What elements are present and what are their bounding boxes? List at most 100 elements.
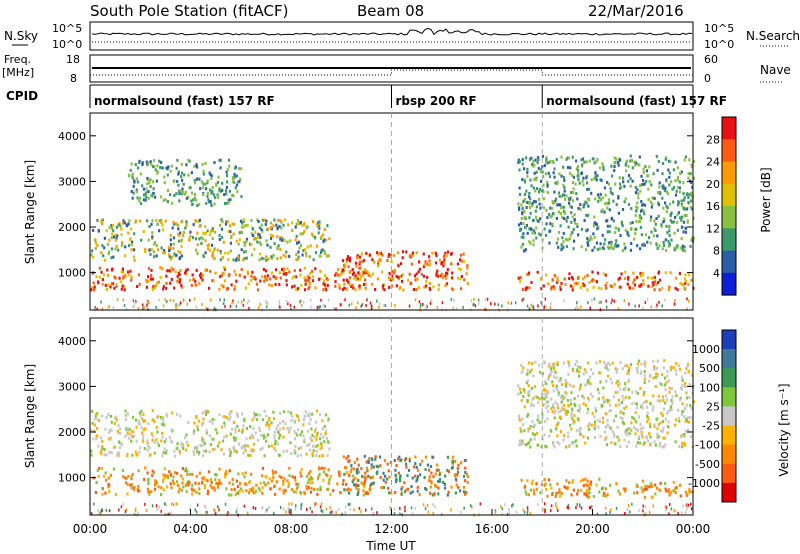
- echo-cell: [325, 436, 328, 440]
- echo-cell: [675, 189, 678, 193]
- echo-cell: [176, 179, 179, 183]
- echo-cell: [223, 435, 226, 439]
- echo-cell: [249, 425, 252, 429]
- echo-cell: [363, 485, 366, 489]
- echo-cell: [622, 398, 625, 402]
- noise-cell: [588, 506, 591, 510]
- echo-cell: [388, 491, 391, 495]
- echo-cell: [186, 469, 189, 473]
- echo-cell: [151, 474, 154, 478]
- echo-cell: [558, 172, 561, 176]
- echo-cell: [606, 361, 610, 365]
- echo-cell: [230, 283, 233, 287]
- echo-cell: [189, 278, 192, 282]
- echo-cell: [202, 255, 205, 259]
- echo-cell: [582, 282, 585, 286]
- echo-cell: [665, 156, 668, 160]
- echo-cell: [218, 233, 221, 237]
- echo-cell: [573, 420, 576, 424]
- y-tick-label: 1000: [58, 267, 86, 280]
- echo-cell: [630, 158, 633, 162]
- echo-cell: [118, 276, 121, 280]
- echo-cell: [517, 202, 520, 206]
- echo-cell: [526, 231, 529, 235]
- echo-cell: [636, 276, 639, 279]
- noise-cell: [372, 512, 375, 515]
- echo-cell: [360, 481, 363, 485]
- noise-cell: [425, 306, 427, 310]
- echo-cell: [253, 247, 256, 251]
- echo-cell: [620, 220, 623, 224]
- echo-cell: [100, 219, 103, 223]
- echo-cell: [572, 442, 575, 446]
- echo-cell: [127, 273, 130, 277]
- echo-cell: [576, 224, 579, 228]
- echo-cell: [146, 176, 149, 180]
- echo-cell: [570, 402, 573, 406]
- echo-cell: [563, 395, 566, 399]
- echo-cell: [293, 275, 296, 278]
- echo-cell: [282, 488, 285, 492]
- echo-cell: [677, 364, 680, 368]
- noise-cell: [426, 304, 428, 308]
- echo-cell: [533, 492, 536, 496]
- noise-cell: [378, 302, 381, 306]
- echo-cell: [166, 200, 169, 204]
- echo-cell: [394, 468, 397, 472]
- echo-cell: [294, 479, 297, 483]
- echo-cell: [172, 475, 175, 479]
- echo-cell: [640, 174, 643, 178]
- echo-cell: [636, 391, 639, 395]
- noise-cell: [673, 509, 675, 513]
- echo-cell: [621, 224, 624, 228]
- echo-cell: [246, 444, 249, 448]
- echo-cell: [165, 438, 168, 441]
- echo-cell: [634, 411, 637, 415]
- echo-cell: [357, 463, 360, 467]
- echo-cell: [661, 373, 664, 377]
- echo-cell: [460, 275, 463, 278]
- echo-cell: [213, 417, 216, 421]
- echo-cell: [170, 257, 173, 261]
- echo-cell: [97, 444, 100, 448]
- noise-cell: [615, 507, 618, 510]
- echo-cell: [320, 249, 323, 253]
- echo-cell: [609, 409, 612, 413]
- echo-cell: [355, 486, 358, 490]
- echo-cell: [308, 414, 311, 418]
- echo-cell: [190, 199, 193, 203]
- echo-cell: [180, 284, 183, 288]
- echo-cell: [454, 477, 457, 481]
- echo-cell: [91, 409, 94, 413]
- echo-cell: [297, 447, 301, 451]
- echo-cell: [574, 439, 577, 443]
- echo-cell: [388, 475, 391, 479]
- echo-cell: [189, 234, 192, 238]
- echo-cell: [668, 386, 671, 390]
- noise-cell: [132, 305, 134, 309]
- echo-cell: [552, 389, 555, 393]
- echo-cell: [537, 190, 541, 194]
- echo-cell: [119, 225, 122, 229]
- echo-cell: [272, 475, 275, 479]
- echo-cell: [636, 244, 639, 248]
- echo-cell: [668, 242, 671, 246]
- echo-cell: [147, 238, 150, 242]
- echo-cell: [690, 238, 693, 242]
- echo-cell: [685, 391, 688, 395]
- echo-cell: [203, 486, 206, 489]
- echo-cell: [653, 227, 656, 231]
- echo-cell: [460, 461, 463, 465]
- echo-cell: [340, 271, 343, 275]
- noise-cell: [118, 508, 120, 512]
- echo-cell: [348, 283, 351, 287]
- echo-cell: [188, 238, 191, 242]
- echo-cell: [552, 365, 555, 369]
- echo-cell: [649, 425, 652, 429]
- echo-cell: [128, 238, 131, 242]
- echo-cell: [405, 488, 408, 492]
- echo-cell: [136, 180, 139, 184]
- echo-cell: [235, 174, 238, 178]
- noise-cell: [344, 511, 346, 515]
